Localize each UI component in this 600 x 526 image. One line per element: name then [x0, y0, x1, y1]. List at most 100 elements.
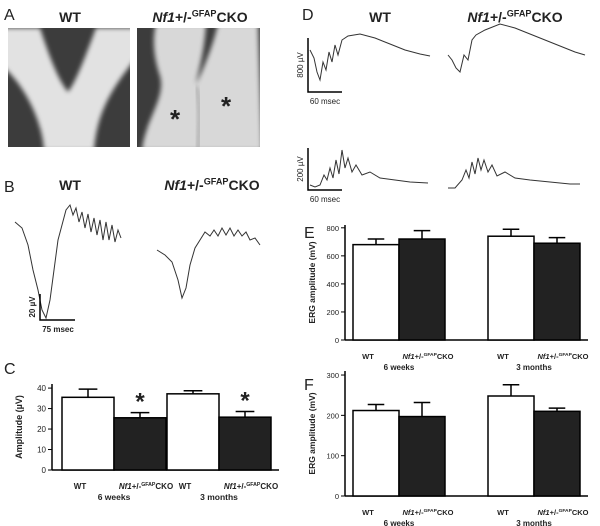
genotype-tail: CKO [216, 9, 247, 25]
bar [398, 415, 446, 497]
series-label: WT [497, 352, 509, 361]
genotype-tail: CKO [155, 482, 173, 491]
significance: * [240, 387, 250, 414]
genotype-tail: CKO [572, 508, 589, 517]
y-axis-label: ERG amplitude (mV) [307, 392, 317, 474]
scale-label: 60 msec [310, 97, 340, 106]
genotype-mid: +/- [415, 508, 424, 517]
genotype-sup: GFAP [559, 352, 573, 358]
bar [61, 396, 115, 471]
scale-label: 75 msec [42, 325, 74, 334]
error-bar [413, 401, 431, 417]
y-axis-label: ERG amplitude (mV) [307, 241, 317, 323]
series-label: Nf1+/-GFAPCKO [403, 508, 454, 517]
series-label: Nf1+/-GFAPCKO [538, 508, 589, 517]
y-tick-label: 800 [326, 224, 339, 233]
genotype-tail: CKO [437, 508, 454, 517]
genotype-mid: +/- [187, 177, 204, 193]
error-bar [548, 236, 566, 244]
bar [533, 242, 581, 341]
series-label: WT [179, 482, 192, 491]
genotype-mid: +/- [132, 482, 142, 491]
genotype-gene: Nf1 [152, 9, 175, 25]
trace [309, 149, 429, 188]
genotype-sup: GFAP [424, 352, 438, 358]
genotype-sup: GFAP [141, 482, 156, 488]
scale-bar [307, 38, 342, 93]
series-label: Nf1+/-GFAPCKO [224, 482, 278, 491]
scale-label: 20 µV [28, 296, 37, 318]
series-label: WT [74, 482, 87, 491]
genotype-gene: Nf1 [164, 177, 187, 193]
genotype-sup: GFAP [204, 176, 229, 186]
nerve-shape [8, 28, 130, 147]
y-tick-label: 40 [37, 384, 46, 393]
trace [309, 33, 431, 82]
x-category-label: 6 weeks [384, 363, 415, 372]
error-bar [367, 403, 385, 411]
bar [398, 238, 446, 341]
genotype-sup: GFAP [559, 508, 573, 514]
scale-bar [307, 148, 342, 191]
panel-letter: B [4, 179, 15, 196]
x-category-label: 3 months [516, 519, 552, 526]
error-bar [130, 411, 150, 418]
significance: * [135, 389, 145, 416]
panel-letter: D [302, 7, 314, 24]
series-label: WT [497, 508, 509, 517]
genotype-gene: Nf1 [538, 508, 550, 517]
trace [156, 226, 261, 300]
y-tick-label: 200 [326, 411, 339, 420]
genotype-gene: Nf1 [403, 508, 415, 517]
scale-label: 200 µV [296, 156, 305, 182]
genotype-tail: CKO [572, 352, 589, 361]
y-tick-label: 300 [326, 371, 339, 380]
series-label: Nf1+/-GFAPCKO [119, 482, 173, 491]
genotype-mid: +/- [237, 482, 247, 491]
panel-label: WT [369, 9, 391, 25]
y-tick-label: 400 [326, 280, 339, 289]
error-bar [78, 388, 98, 398]
y-tick-label: 30 [37, 405, 46, 414]
nerve-shape [142, 28, 260, 147]
panel-label: WT [59, 9, 81, 25]
trace [447, 23, 586, 73]
y-tick-label: 200 [326, 308, 339, 317]
bar [487, 395, 535, 497]
error-bar [502, 228, 520, 237]
series-label: WT [362, 508, 374, 517]
genotype-mid: +/- [415, 352, 424, 361]
y-tick-label: 0 [42, 466, 47, 475]
x-category-label: 6 weeks [98, 492, 131, 502]
asterisk: * [221, 91, 232, 121]
scale-bar [39, 294, 75, 321]
genotype-gene: Nf1 [538, 352, 550, 361]
genotype-gene: Nf1 [467, 9, 490, 25]
series-label: Nf1+/-GFAPCKO [403, 352, 454, 361]
scale-label: 800 µV [296, 52, 305, 78]
y-tick-label: 0 [335, 336, 339, 345]
genotype-gene: Nf1 [403, 352, 415, 361]
trace [448, 157, 580, 189]
genotype-sup: GFAP [424, 508, 438, 514]
x-category-label: 3 months [516, 363, 552, 372]
scale-label: 60 msec [310, 195, 340, 204]
bar [166, 393, 220, 471]
y-tick-label: 600 [326, 252, 339, 261]
y-tick-label: 100 [326, 452, 339, 461]
y-tick-label: 0 [335, 492, 339, 501]
y-tick-label: 10 [37, 446, 46, 455]
genotype-mid: +/- [550, 508, 559, 517]
bar [533, 410, 581, 497]
panel-letter: E [304, 225, 315, 242]
bar [218, 416, 272, 471]
error-bar [502, 383, 520, 396]
genotype-sup: GFAP [246, 482, 261, 488]
panel-letter: C [4, 361, 16, 378]
series-label: Nf1+/-GFAPCKO [538, 352, 589, 361]
error-bar [235, 410, 255, 418]
bar [352, 409, 400, 497]
bar [113, 417, 167, 471]
genotype-gene: Nf1 [224, 482, 237, 491]
